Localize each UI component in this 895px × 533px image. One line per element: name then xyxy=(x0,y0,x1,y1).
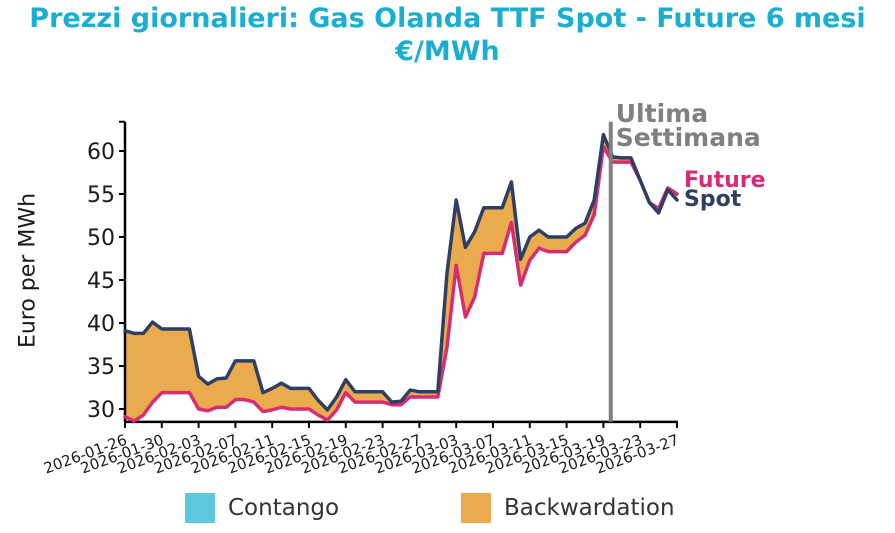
last-week-label-line2: Settimana xyxy=(616,123,761,152)
y-tick-label: 50 xyxy=(87,226,115,251)
backwardation-swatch-icon xyxy=(461,493,491,523)
future-end-label: Future xyxy=(684,168,766,193)
y-tick-label: 40 xyxy=(87,312,115,337)
future-series-line xyxy=(123,144,679,423)
y-tick-label: 35 xyxy=(87,355,115,380)
spot-end-label: Spot xyxy=(684,187,742,212)
legend-item-contango: Contango xyxy=(185,493,339,523)
y-tick-label: 45 xyxy=(87,269,115,294)
backwardation-fill-area xyxy=(125,134,677,422)
backwardation-fill xyxy=(125,134,677,422)
legend-label-backwardation: Backwardation xyxy=(504,495,675,521)
legend: Contango Backwardation xyxy=(0,493,895,525)
y-tick-label: 60 xyxy=(87,140,115,165)
legend-label-contango: Contango xyxy=(228,495,340,521)
last-week-label-line1: Ultima xyxy=(616,99,708,128)
legend-item-backwardation: Backwardation xyxy=(461,493,675,523)
axes: 303540455055602026-01-262026-01-302026-0… xyxy=(41,120,681,477)
y-tick-label: 30 xyxy=(87,398,115,423)
spot-series-line xyxy=(123,132,679,412)
chart-title-line2: €/MWh xyxy=(395,36,500,67)
chart-title-line1: Prezzi giornalieri: Gas Olanda TTF Spot … xyxy=(29,3,866,34)
y-tick-label: 55 xyxy=(87,183,115,208)
contango-swatch-icon xyxy=(185,493,215,523)
chart-title: Prezzi giornalieri: Gas Olanda TTF Spot … xyxy=(0,2,895,68)
